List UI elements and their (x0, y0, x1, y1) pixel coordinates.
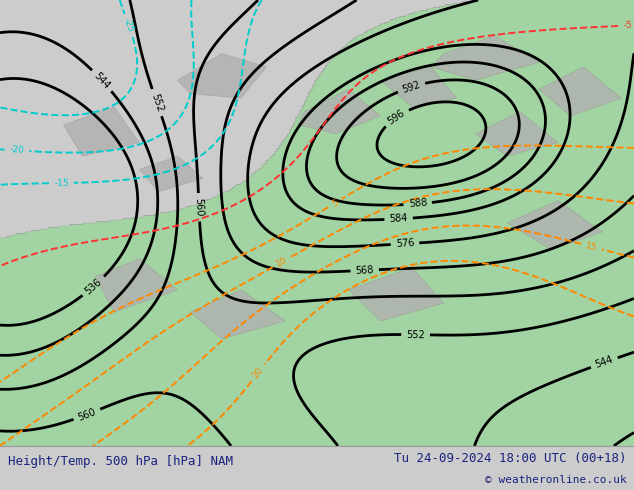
Polygon shape (298, 89, 380, 134)
Text: 552: 552 (406, 330, 425, 340)
Text: -5: -5 (623, 21, 632, 30)
Text: 15: 15 (585, 241, 598, 252)
Polygon shape (507, 201, 602, 250)
Text: 596: 596 (386, 108, 407, 126)
Text: 588: 588 (408, 198, 427, 209)
Polygon shape (380, 67, 456, 107)
Polygon shape (139, 156, 203, 192)
Text: 568: 568 (355, 265, 374, 276)
Polygon shape (95, 259, 178, 312)
Text: 10: 10 (275, 255, 289, 269)
Text: 544: 544 (594, 355, 615, 370)
Text: 584: 584 (389, 213, 408, 224)
Polygon shape (476, 112, 558, 156)
Text: 552: 552 (149, 92, 165, 113)
Text: 5: 5 (330, 197, 340, 208)
Text: -20: -20 (10, 146, 25, 155)
Polygon shape (349, 268, 444, 321)
Polygon shape (539, 67, 621, 116)
Polygon shape (63, 107, 139, 156)
Text: Tu 24-09-2024 18:00 UTC (00+18): Tu 24-09-2024 18:00 UTC (00+18) (394, 452, 626, 465)
Polygon shape (190, 290, 285, 339)
Text: 20: 20 (251, 366, 265, 380)
Text: 544: 544 (92, 71, 112, 91)
Polygon shape (178, 53, 266, 98)
Text: 560: 560 (193, 198, 204, 217)
Text: -15: -15 (54, 178, 69, 188)
Text: 536: 536 (84, 276, 104, 296)
Text: -25: -25 (122, 17, 136, 34)
Text: 560: 560 (77, 406, 98, 422)
Text: © weatheronline.co.uk: © weatheronline.co.uk (484, 475, 626, 485)
Polygon shape (431, 36, 539, 80)
Text: 592: 592 (401, 79, 422, 95)
Text: Height/Temp. 500 hPa [hPa] NAM: Height/Temp. 500 hPa [hPa] NAM (8, 455, 233, 468)
Text: 576: 576 (396, 238, 415, 249)
